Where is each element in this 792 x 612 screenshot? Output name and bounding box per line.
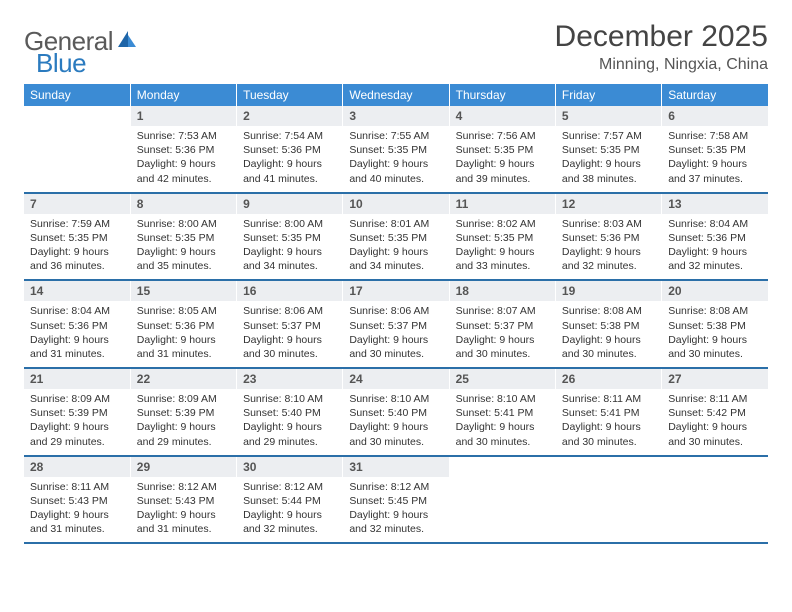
day-info-row: Sunrise: 7:53 AMSunset: 5:36 PMDaylight:… [24, 126, 768, 193]
day-info-cell: Sunrise: 8:03 AMSunset: 5:36 PMDaylight:… [555, 214, 661, 281]
day-info-cell: Sunrise: 8:11 AMSunset: 5:43 PMDaylight:… [24, 477, 130, 544]
day-info-cell: Sunrise: 8:04 AMSunset: 5:36 PMDaylight:… [662, 214, 768, 281]
day-number-cell: 28 [24, 456, 130, 477]
day-number-cell: 12 [555, 193, 661, 214]
day-number-cell: 17 [343, 280, 449, 301]
day-number-cell: 23 [237, 368, 343, 389]
weekday-header: Monday [130, 84, 236, 106]
day-info-cell [449, 477, 555, 544]
day-info-cell: Sunrise: 8:10 AMSunset: 5:40 PMDaylight:… [237, 389, 343, 456]
day-number-row: 28293031 [24, 456, 768, 477]
weekday-header: Tuesday [237, 84, 343, 106]
day-number-cell [555, 456, 661, 477]
day-info-cell: Sunrise: 7:56 AMSunset: 5:35 PMDaylight:… [449, 126, 555, 193]
day-number-row: 21222324252627 [24, 368, 768, 389]
weekday-header: Friday [555, 84, 661, 106]
day-info-cell: Sunrise: 7:55 AMSunset: 5:35 PMDaylight:… [343, 126, 449, 193]
weekday-row: SundayMondayTuesdayWednesdayThursdayFrid… [24, 84, 768, 106]
day-number-cell: 14 [24, 280, 130, 301]
day-number-cell: 26 [555, 368, 661, 389]
day-info-cell: Sunrise: 8:09 AMSunset: 5:39 PMDaylight:… [130, 389, 236, 456]
day-info-cell: Sunrise: 8:07 AMSunset: 5:37 PMDaylight:… [449, 301, 555, 368]
day-info-cell: Sunrise: 8:04 AMSunset: 5:36 PMDaylight:… [24, 301, 130, 368]
day-number-cell: 31 [343, 456, 449, 477]
logo-text-blue-wrap: Blue [36, 48, 86, 79]
day-info-cell: Sunrise: 7:58 AMSunset: 5:35 PMDaylight:… [662, 126, 768, 193]
day-number-cell: 30 [237, 456, 343, 477]
day-number-cell: 10 [343, 193, 449, 214]
day-info-cell: Sunrise: 8:12 AMSunset: 5:45 PMDaylight:… [343, 477, 449, 544]
day-info-cell: Sunrise: 8:12 AMSunset: 5:43 PMDaylight:… [130, 477, 236, 544]
day-info-cell: Sunrise: 8:10 AMSunset: 5:41 PMDaylight:… [449, 389, 555, 456]
day-info-cell: Sunrise: 7:53 AMSunset: 5:36 PMDaylight:… [130, 126, 236, 193]
day-info-cell [555, 477, 661, 544]
day-number-cell: 19 [555, 280, 661, 301]
day-info-cell: Sunrise: 7:54 AMSunset: 5:36 PMDaylight:… [237, 126, 343, 193]
day-number-cell: 11 [449, 193, 555, 214]
day-number-cell: 2 [237, 106, 343, 126]
day-info-cell: Sunrise: 8:00 AMSunset: 5:35 PMDaylight:… [237, 214, 343, 281]
day-info-cell [662, 477, 768, 544]
day-info-cell: Sunrise: 8:09 AMSunset: 5:39 PMDaylight:… [24, 389, 130, 456]
day-info-cell: Sunrise: 8:12 AMSunset: 5:44 PMDaylight:… [237, 477, 343, 544]
day-number-row: 78910111213 [24, 193, 768, 214]
day-info-cell: Sunrise: 8:05 AMSunset: 5:36 PMDaylight:… [130, 301, 236, 368]
day-info-row: Sunrise: 8:09 AMSunset: 5:39 PMDaylight:… [24, 389, 768, 456]
day-number-cell: 20 [662, 280, 768, 301]
day-number-cell: 7 [24, 193, 130, 214]
day-info-cell: Sunrise: 8:11 AMSunset: 5:42 PMDaylight:… [662, 389, 768, 456]
day-number-cell [449, 456, 555, 477]
day-number-cell [24, 106, 130, 126]
day-number-cell [662, 456, 768, 477]
logo-sail-icon [116, 29, 138, 54]
day-info-cell: Sunrise: 8:00 AMSunset: 5:35 PMDaylight:… [130, 214, 236, 281]
day-info-cell: Sunrise: 8:01 AMSunset: 5:35 PMDaylight:… [343, 214, 449, 281]
day-info-row: Sunrise: 8:11 AMSunset: 5:43 PMDaylight:… [24, 477, 768, 544]
day-number-cell: 24 [343, 368, 449, 389]
weekday-header: Sunday [24, 84, 130, 106]
day-number-cell: 3 [343, 106, 449, 126]
day-info-row: Sunrise: 8:04 AMSunset: 5:36 PMDaylight:… [24, 301, 768, 368]
calendar-head: SundayMondayTuesdayWednesdayThursdayFrid… [24, 84, 768, 106]
day-info-cell: Sunrise: 8:06 AMSunset: 5:37 PMDaylight:… [343, 301, 449, 368]
day-number-cell: 8 [130, 193, 236, 214]
day-number-row: 123456 [24, 106, 768, 126]
day-number-cell: 4 [449, 106, 555, 126]
header: General December 2025 Minning, Ningxia, … [24, 20, 768, 74]
logo-text-blue: Blue [36, 48, 86, 78]
day-info-cell: Sunrise: 8:08 AMSunset: 5:38 PMDaylight:… [555, 301, 661, 368]
day-number-cell: 29 [130, 456, 236, 477]
day-number-cell: 1 [130, 106, 236, 126]
day-number-cell: 5 [555, 106, 661, 126]
day-number-cell: 6 [662, 106, 768, 126]
day-number-cell: 22 [130, 368, 236, 389]
day-info-row: Sunrise: 7:59 AMSunset: 5:35 PMDaylight:… [24, 214, 768, 281]
weekday-header: Wednesday [343, 84, 449, 106]
month-title: December 2025 [555, 20, 768, 54]
day-info-cell: Sunrise: 7:59 AMSunset: 5:35 PMDaylight:… [24, 214, 130, 281]
day-number-cell: 15 [130, 280, 236, 301]
day-info-cell [24, 126, 130, 193]
day-number-row: 14151617181920 [24, 280, 768, 301]
day-info-cell: Sunrise: 8:10 AMSunset: 5:40 PMDaylight:… [343, 389, 449, 456]
day-info-cell: Sunrise: 7:57 AMSunset: 5:35 PMDaylight:… [555, 126, 661, 193]
day-info-cell: Sunrise: 8:06 AMSunset: 5:37 PMDaylight:… [237, 301, 343, 368]
day-number-cell: 18 [449, 280, 555, 301]
day-number-cell: 13 [662, 193, 768, 214]
day-number-cell: 27 [662, 368, 768, 389]
weekday-header: Saturday [662, 84, 768, 106]
title-block: December 2025 Minning, Ningxia, China [555, 20, 768, 74]
day-number-cell: 25 [449, 368, 555, 389]
day-info-cell: Sunrise: 8:08 AMSunset: 5:38 PMDaylight:… [662, 301, 768, 368]
calendar-table: SundayMondayTuesdayWednesdayThursdayFrid… [24, 84, 768, 544]
day-number-cell: 21 [24, 368, 130, 389]
day-number-cell: 9 [237, 193, 343, 214]
day-info-cell: Sunrise: 8:02 AMSunset: 5:35 PMDaylight:… [449, 214, 555, 281]
calendar-body: 123456 Sunrise: 7:53 AMSunset: 5:36 PMDa… [24, 106, 768, 543]
location: Minning, Ningxia, China [555, 56, 768, 74]
weekday-header: Thursday [449, 84, 555, 106]
day-number-cell: 16 [237, 280, 343, 301]
day-info-cell: Sunrise: 8:11 AMSunset: 5:41 PMDaylight:… [555, 389, 661, 456]
